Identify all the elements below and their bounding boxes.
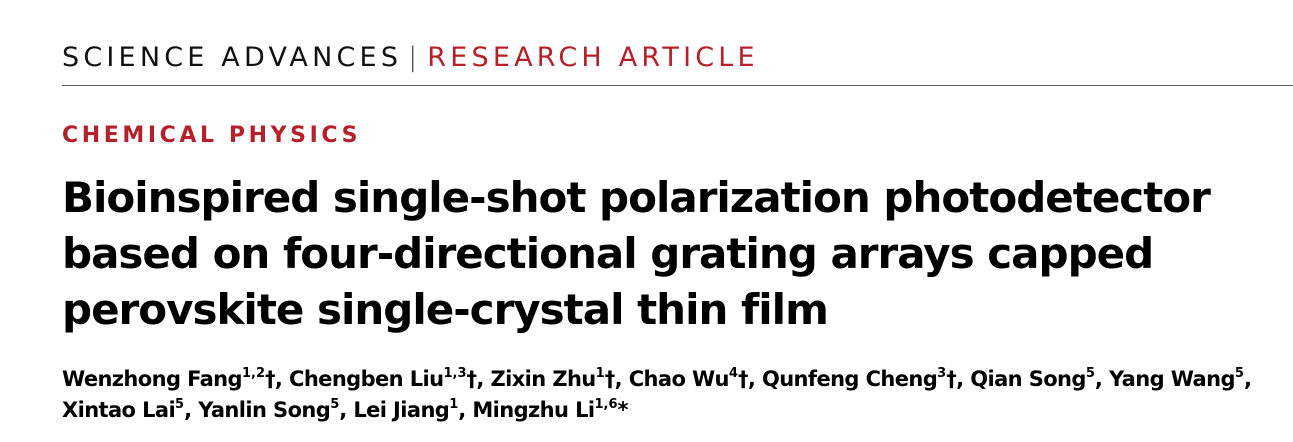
author-affiliation: 5 (330, 397, 340, 412)
author-entry[interactable]: Wenzhong Fang1,2†, (62, 367, 289, 391)
author-separator: , (1094, 367, 1109, 391)
author-affiliation: 5 (1234, 366, 1244, 381)
author-affiliation: 1,6 (594, 397, 618, 412)
author-entry[interactable]: Zixin Zhu1†, (491, 367, 629, 391)
author-note-mark: † (737, 367, 749, 391)
title-line-1: Bioinspired single-shot polarization pho… (62, 173, 1211, 222)
author-entry[interactable]: Qunfeng Cheng3†, (762, 367, 970, 391)
author-note-mark: * (617, 398, 629, 422)
author-name: Mingzhu Li (472, 398, 595, 422)
author-entry[interactable]: Mingzhu Li1,6* (472, 398, 628, 422)
author-entry[interactable]: Yang Wang5, (1108, 366, 1252, 391)
author-name: Yanlin Song (198, 398, 331, 422)
author-separator: , (747, 367, 762, 391)
author-affiliation: 1,3 (443, 366, 467, 381)
author-name: Zixin Zhu (490, 367, 597, 391)
header-divider (62, 85, 1293, 86)
author-note-mark: † (265, 367, 276, 391)
author-affiliation: 5 (175, 397, 185, 412)
author-affiliation: 5 (1085, 366, 1095, 381)
journal-masthead: SCIENCE ADVANCES | RESEARCH ARTICLE (62, 40, 759, 76)
author-separator: , (614, 367, 629, 391)
author-affiliation: 1 (595, 366, 605, 381)
subject-category: CHEMICAL PHYSICS (62, 123, 362, 148)
title-line-2: based on four-directional grating arrays… (62, 229, 1154, 278)
author-separator: , (339, 398, 354, 422)
author-entry[interactable]: Qian Song5, (970, 367, 1109, 391)
author-name: Yang Wang (1108, 367, 1236, 391)
author-name: Xintao Lai (62, 398, 176, 422)
author-note-mark: † (946, 367, 957, 391)
journal-name: SCIENCE ADVANCES (62, 42, 403, 73)
author-entry[interactable]: Chao Wu4†, (629, 367, 762, 391)
author-name: Qian Song (970, 367, 1086, 391)
author-note-mark: † (604, 367, 616, 391)
author-entry[interactable]: Xintao Lai5, (62, 398, 198, 422)
title-line-3: perovskite single-crystal thin film (62, 285, 829, 334)
article-type: RESEARCH ARTICLE (427, 42, 759, 73)
author-affiliation: 3 (937, 366, 947, 381)
author-separator: , (956, 367, 971, 391)
author-affiliation: 4 (728, 366, 738, 381)
author-separator: , (458, 398, 473, 422)
author-note-mark: † (466, 367, 478, 391)
author-affiliation: 1,2 (241, 366, 266, 381)
author-separator: , (274, 367, 290, 391)
author-list: Wenzhong Fang1,2†, Chengben Liu1,3†, Zix… (62, 364, 1287, 426)
article-title: Bioinspired single-shot polarization pho… (62, 170, 1262, 338)
author-entry[interactable]: Chengben Liu1,3†, (289, 367, 490, 391)
author-name: Qunfeng Cheng (761, 367, 938, 391)
masthead-separator: | (408, 42, 418, 73)
author-entry[interactable]: Lei Jiang1, (353, 398, 472, 422)
author-name: Chao Wu (628, 367, 730, 391)
author-affiliation: 1 (449, 397, 459, 412)
author-separator: , (1243, 367, 1252, 391)
author-separator: , (184, 398, 199, 422)
author-name: Lei Jiang (353, 398, 450, 422)
author-entry[interactable]: Yanlin Song5, (198, 398, 353, 422)
author-name: Wenzhong Fang (62, 367, 243, 391)
author-separator: , (476, 367, 491, 391)
author-name: Chengben Liu (289, 367, 444, 391)
